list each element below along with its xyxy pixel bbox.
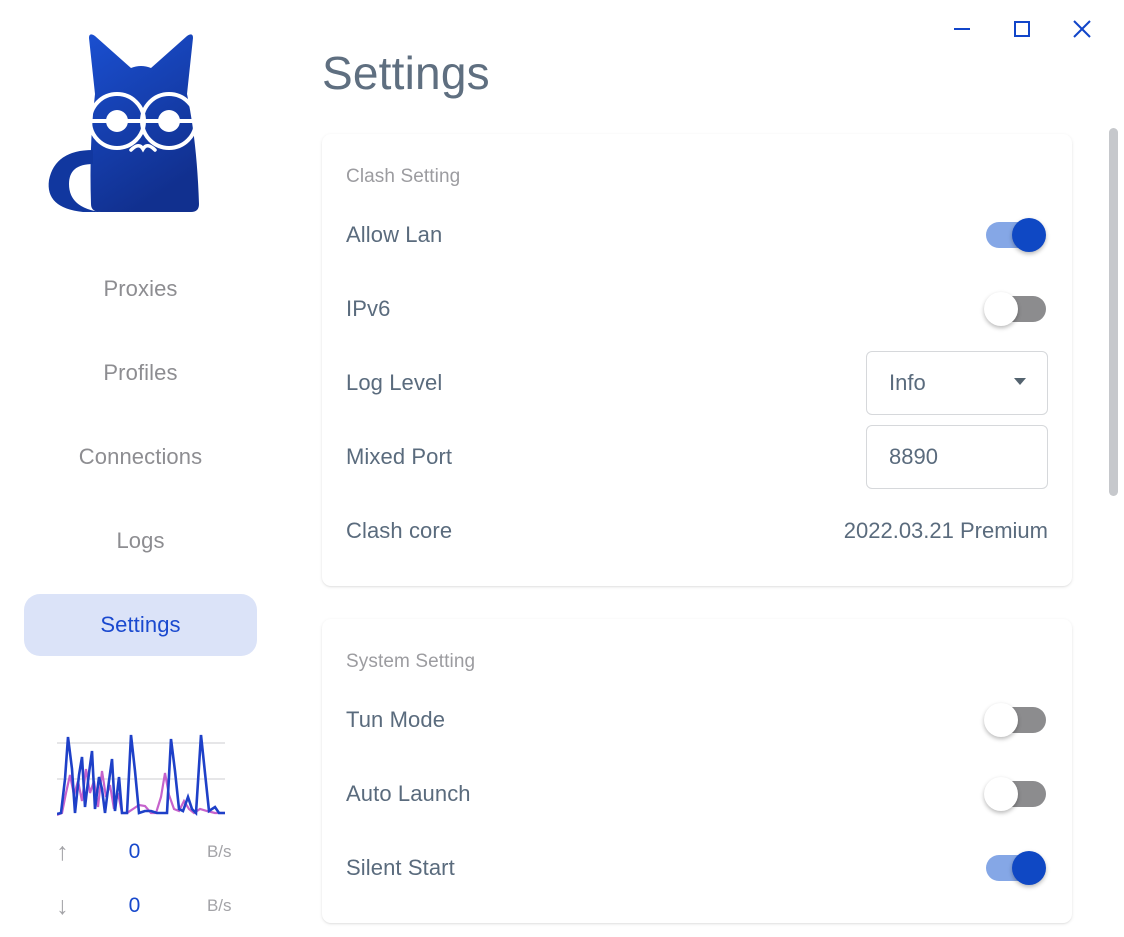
close-icon	[1070, 17, 1094, 41]
clash-cat-logo-icon	[48, 34, 235, 213]
download-speed-unit: B/s	[206, 896, 232, 915]
log-level-value: Info	[889, 370, 926, 395]
setting-label: IPv6	[346, 296, 391, 321]
sidebar: Proxies Profiles Connections Logs Settin…	[0, 0, 281, 937]
system-setting-card: System Setting Tun Mode Auto Launch	[322, 619, 1072, 923]
traffic-sparkline-chart	[56, 734, 225, 817]
auto-launch-toggle[interactable]	[984, 777, 1048, 811]
card-padding	[346, 905, 1048, 923]
traffic-upload-row: ↑ 0 B/s	[50, 825, 232, 879]
toggle-knob	[984, 703, 1018, 737]
sidebar-nav: Proxies Profiles Connections Logs Settin…	[0, 258, 281, 678]
allow-lan-toggle[interactable]	[984, 218, 1048, 252]
toggle-knob	[1012, 851, 1046, 885]
maximize-icon	[1011, 18, 1033, 40]
setting-row-allow-lan: Allow Lan	[346, 198, 1048, 272]
setting-row-silent-start: Silent Start	[346, 831, 1048, 905]
clash-setting-card: Clash Setting Allow Lan IPv6	[322, 134, 1072, 586]
setting-label: Auto Launch	[346, 781, 471, 806]
sidebar-item-connections[interactable]: Connections	[24, 426, 257, 488]
close-button[interactable]	[1059, 6, 1105, 52]
scrollbar-thumb[interactable]	[1109, 128, 1118, 496]
sidebar-item-logs[interactable]: Logs	[24, 510, 257, 572]
log-level-select[interactable]: Info	[866, 351, 1048, 415]
sidebar-item-label: Connections	[78, 444, 203, 469]
card-title: System Setting	[346, 651, 476, 672]
setting-label: Silent Start	[346, 855, 455, 880]
ipv6-toggle[interactable]	[984, 292, 1048, 326]
traffic-panel: ↑ 0 B/s ↓ 0 B/s	[0, 723, 281, 933]
setting-label: Allow Lan	[346, 222, 443, 247]
upload-arrow-icon: ↑	[56, 837, 69, 866]
card-title: Clash Setting	[346, 166, 461, 187]
clash-core-version: 2022.03.21 Premium	[843, 518, 1048, 543]
window-controls	[924, 0, 1124, 58]
sidebar-item-label: Settings	[100, 612, 181, 637]
setting-row-log-level: Log Level Info	[346, 346, 1048, 420]
chevron-down-icon	[1011, 372, 1029, 395]
sidebar-item-proxies[interactable]: Proxies	[24, 258, 257, 320]
setting-row-ipv6: IPv6	[346, 272, 1048, 346]
setting-label: Mixed Port	[346, 444, 453, 469]
download-arrow-icon: ↓	[56, 891, 69, 920]
tun-mode-toggle[interactable]	[984, 703, 1048, 737]
sidebar-item-label: Profiles	[103, 360, 178, 385]
download-series-line	[56, 734, 225, 816]
setting-label: Clash core	[346, 518, 453, 543]
upload-speed-unit: B/s	[206, 842, 232, 861]
sidebar-item-settings[interactable]: Settings	[24, 594, 257, 656]
setting-row-tun-mode: Tun Mode	[346, 683, 1048, 757]
sidebar-item-label: Proxies	[103, 276, 178, 301]
toggle-knob	[984, 292, 1018, 326]
scrollbar[interactable]	[1105, 0, 1121, 937]
traffic-download-row: ↓ 0 B/s	[50, 879, 232, 933]
setting-label: Log Level	[346, 370, 443, 395]
minimize-button[interactable]	[939, 6, 985, 52]
card-padding	[346, 568, 1048, 586]
main-content: Settings Clash Setting Allow Lan IPv6	[281, 0, 1124, 937]
minimize-icon	[951, 18, 973, 40]
sidebar-item-profiles[interactable]: Profiles	[24, 342, 257, 404]
setting-row-auto-launch: Auto Launch	[346, 757, 1048, 831]
setting-label: Tun Mode	[346, 707, 446, 732]
toggle-knob	[984, 777, 1018, 811]
app-logo	[26, 16, 256, 228]
mixed-port-value: 8890	[889, 444, 938, 469]
page-title: Settings	[322, 47, 490, 99]
toggle-knob	[1012, 218, 1046, 252]
silent-start-toggle[interactable]	[984, 851, 1048, 885]
settings-cards: Clash Setting Allow Lan IPv6	[322, 134, 1072, 923]
maximize-button[interactable]	[999, 6, 1045, 52]
mixed-port-input[interactable]: 8890	[866, 425, 1048, 489]
upload-speed-value: 0	[128, 840, 141, 863]
setting-row-clash-core: Clash core 2022.03.21 Premium	[346, 494, 1048, 568]
download-speed-value: 0	[128, 894, 141, 917]
sidebar-item-label: Logs	[116, 528, 165, 553]
setting-row-mixed-port: Mixed Port 8890	[346, 420, 1048, 494]
